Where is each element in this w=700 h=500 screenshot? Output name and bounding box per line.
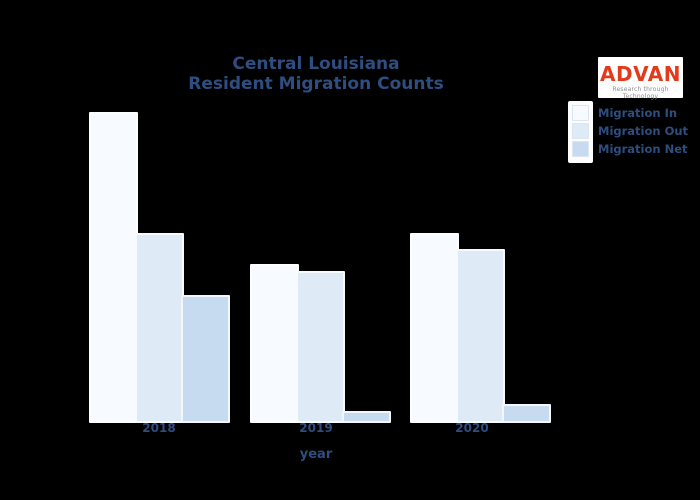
x-tick-2020: 2020 — [455, 421, 489, 435]
legend-label-migration-in: Migration In — [598, 106, 678, 120]
bar-2019-migration-in — [250, 264, 299, 423]
x-tick-2019: 2019 — [299, 421, 333, 435]
advan-logo-text: ADVAN — [600, 62, 681, 86]
chart-title-line1: Central Louisiana — [232, 54, 400, 74]
bar-2020-migration-out — [456, 249, 505, 423]
x-tick-2018: 2018 — [142, 421, 176, 435]
bar-2019-migration-out — [296, 271, 345, 423]
bar-2020-migration-in — [410, 233, 459, 423]
x-axis-title: year — [299, 447, 333, 462]
bar-2020-migration-net — [502, 404, 551, 423]
legend-swatch-migration-out — [572, 123, 589, 139]
legend-swatch-migration-net — [572, 141, 589, 157]
bar-2018-migration-net — [181, 295, 230, 423]
legend-label-migration-net: Migration Net — [598, 142, 688, 156]
chart-title: Central Louisiana Resident Migration Cou… — [116, 54, 516, 94]
chart-title-line2: Resident Migration Counts — [188, 74, 444, 94]
legend-swatch-migration-in — [572, 105, 589, 121]
bar-2018-migration-in — [89, 112, 138, 423]
advan-logo-tagline: Research through Technology — [612, 86, 669, 100]
bar-2019-migration-net — [342, 411, 391, 423]
bar-2018-migration-out — [135, 233, 184, 423]
legend-label-migration-out: Migration Out — [598, 124, 689, 138]
advan-logo: ADVAN Research through Technology — [598, 57, 683, 100]
